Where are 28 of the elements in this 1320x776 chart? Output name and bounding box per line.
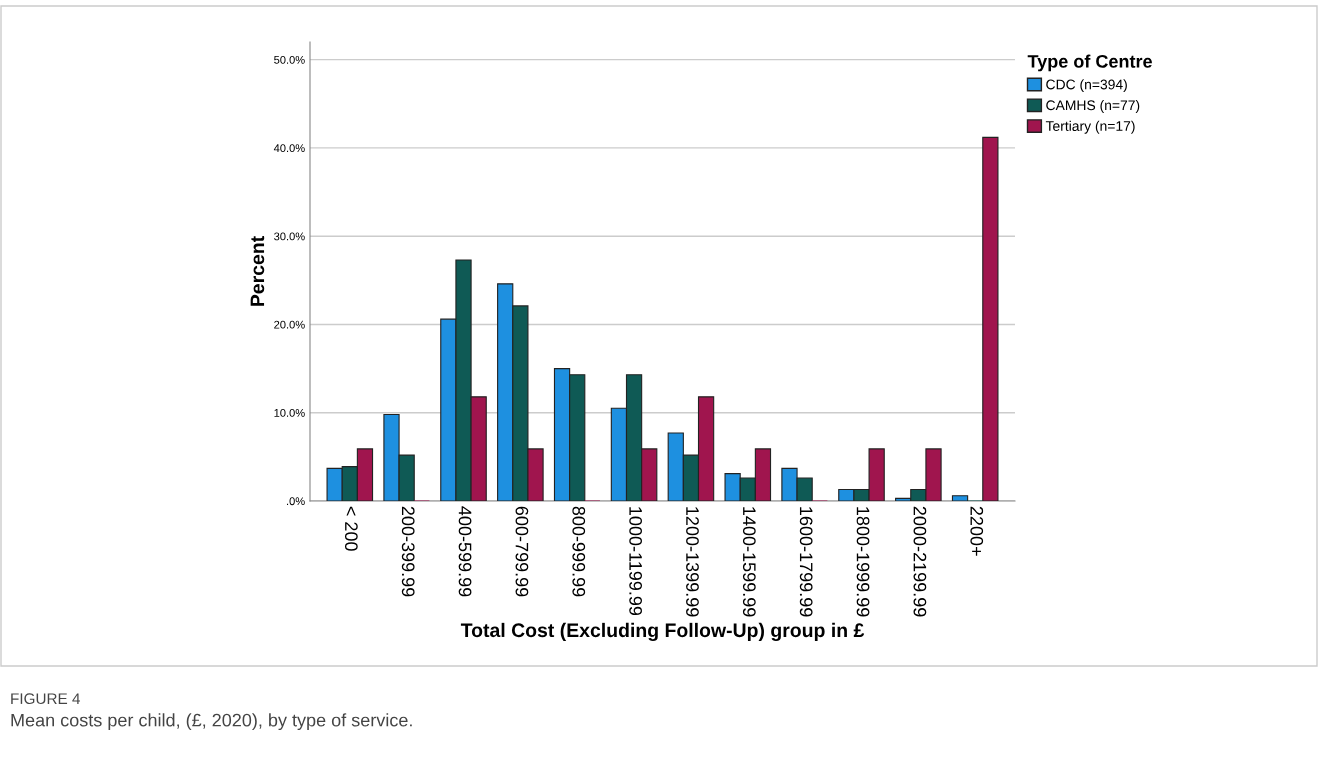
- x-tick-label: 800-999.99: [572, 506, 586, 597]
- x-tick-label: 2200+: [970, 506, 984, 556]
- x-tick-label: 200-399.99: [401, 506, 415, 597]
- y-tick-label: .0%: [287, 497, 305, 506]
- legend-label: CDC (n=394): [1046, 79, 1127, 93]
- y-tick-label: 30.0%: [274, 232, 305, 241]
- x-tick-label: 1800-1999.99: [856, 507, 870, 617]
- bar: [951, 495, 969, 501]
- legend-label: Tertiary (n=17): [1045, 120, 1135, 134]
- bar: [982, 136, 999, 501]
- x-tick-label: 1400-1599.99: [742, 507, 756, 617]
- x-tick-label: < 200: [344, 506, 358, 551]
- y-tick-label: 50.0%: [274, 55, 305, 64]
- legend-label: CAMHS (n=77): [1046, 99, 1140, 113]
- x-tick-label: 600-799.99: [515, 506, 529, 597]
- caption: FIGURE 4: [11, 693, 81, 705]
- x-tick-label: 400-599.99: [458, 506, 472, 597]
- x-tick-label: 1200-1399.99: [686, 507, 699, 617]
- y-tick-label: 10.0%: [274, 409, 305, 417]
- y-tick-label: 20.0%: [274, 320, 305, 329]
- y-tick-label: 40.0%: [273, 144, 305, 153]
- x-axis-title: Total Cost (Excluding Follow-Up) group in £: [460, 622, 865, 642]
- x-tick-label: 2000-2199.99: [913, 506, 927, 617]
- legend-title: Type of Centre: [1027, 54, 1152, 72]
- text: Mean costs per child, (£, 2020), by type of service.: [11, 713, 412, 731]
- y-axis-title: Percent: [250, 236, 265, 306]
- x-tick-label: 1000-1199.99: [629, 507, 643, 616]
- x-tick-label: 1600-1799.99: [799, 507, 813, 617]
